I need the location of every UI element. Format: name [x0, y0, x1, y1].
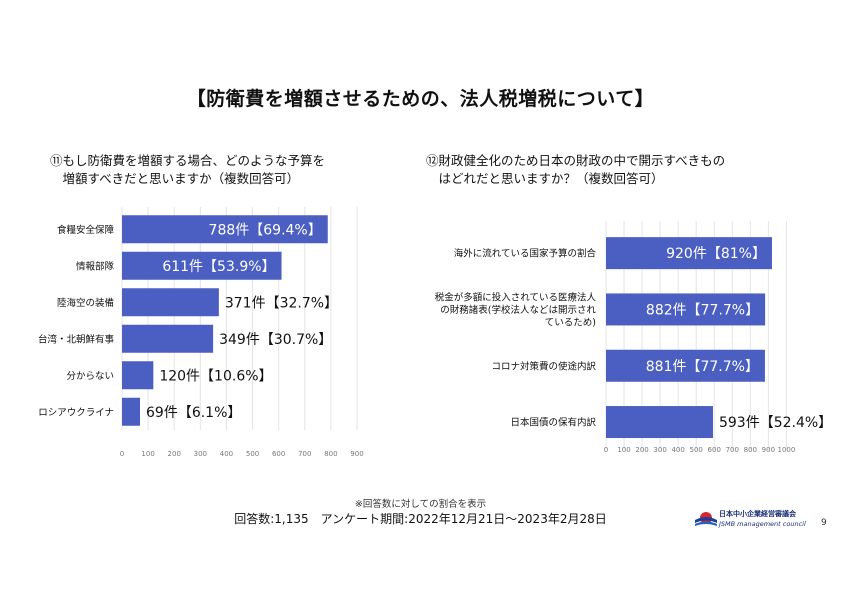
chart2-bar	[606, 349, 765, 382]
chart1-data-label: 611件【53.9%】	[162, 259, 275, 275]
chart1-x-tick-label: 500	[246, 450, 259, 458]
chart1-x-tick-label: 800	[324, 450, 337, 458]
chart1-category-label: ロシアウクライナ	[38, 407, 114, 418]
chart2-x-tick-label: 600	[708, 446, 721, 454]
chart1-bar	[122, 251, 282, 280]
chart1-data-label: 349件【30.7%】	[219, 332, 332, 348]
chart1-category-label: 分からない	[66, 371, 114, 382]
chart1-data-label: 69件【6.1%】	[146, 405, 241, 421]
chart2-x-tick-label: 200	[635, 446, 648, 454]
chart2-x-tick-label: 300	[653, 446, 666, 454]
page-title: 【防衛費を増額させるための、法人税増税について】	[186, 88, 655, 110]
question-2-text: ⑫財政健全化のため日本の財政の中で開示すべきもの はどれだと思いますか？（複数回…	[426, 153, 726, 186]
chart1-category-label: 食糧安全保障	[57, 224, 115, 236]
chart1-x-tick-label: 300	[194, 450, 207, 458]
chart1-x-tick-label: 400	[220, 450, 233, 458]
question-1-text: ⑪もし防衛費を増額する場合、どのような予算を 増額すべきだと思いますか（複数回答…	[50, 153, 326, 186]
chart2-x-tick-label: 1000	[777, 446, 795, 454]
sunrise-logo-icon	[695, 512, 717, 526]
logo-text-jp: 日本中小企業経営審議会	[719, 510, 796, 518]
chart1-data-label: 371件【32.7%】	[225, 295, 338, 311]
chart1-data-label: 788件【69.4%】	[209, 222, 322, 238]
chart1-x-tick-label: 600	[272, 450, 285, 458]
chart1-bar	[122, 288, 219, 317]
chart2-x-tick-label: 900	[762, 446, 775, 454]
chart2-x-tick-label: 800	[744, 446, 757, 454]
chart2-category-label: ているため)	[545, 317, 596, 328]
chart2-bar	[606, 293, 766, 326]
chart2-data-label: 881件【77.7%】	[646, 359, 759, 375]
chart2-category-label: 日本国債の保有内訳	[510, 417, 596, 429]
chart2-x-tick-label: 400	[671, 446, 684, 454]
chart2-bar	[606, 237, 772, 270]
chart2-data-label: 920件【81%】	[666, 246, 766, 262]
chart1-data-label: 120件【10.6%】	[159, 368, 272, 384]
chart1-category-label: 情報部隊	[76, 260, 115, 272]
chart1-x-tick-label: 900	[350, 450, 363, 458]
chart1-bar	[122, 324, 214, 353]
chart1-x-tick-label: 200	[168, 450, 181, 458]
logo-text-en: JSMB management council	[719, 520, 806, 528]
council-logo: 日本中小企業経営審議会 JSMB management council	[695, 508, 817, 532]
chart2-category-label: の財務諸表(学校法人などは開示され	[440, 304, 596, 316]
chart2-data-label: 882件【77.7%】	[646, 302, 759, 318]
chart2-x-tick-label: 500	[690, 446, 703, 454]
page-number: 9	[821, 518, 827, 528]
chart2-x-tick-label: 700	[726, 446, 739, 454]
footnote: ※回答数に対しての割合を表示	[354, 499, 487, 510]
chart1-category-label: 台湾・北朝鮮有事	[38, 333, 115, 345]
chart1-bar	[122, 215, 328, 244]
chart2-category-label: 海外に流れている国家予算の割合	[454, 248, 597, 260]
chart1-x-tick-label: 100	[141, 450, 154, 458]
chart1-x-tick-label: 0	[120, 450, 124, 458]
chart2-data-label: 593件【52.4%】	[719, 415, 832, 431]
chart2-category-label: コロナ対策費の使途内訳	[491, 360, 596, 372]
chart2-category-label: 税金が多額に投入されている医療法人	[435, 291, 597, 303]
chart1-bar	[122, 397, 141, 426]
respondents-info: 回答数:1,135 アンケート期間:2022年12月21日～2023年2月28日	[234, 512, 607, 526]
chart1-category-label: 陸海空の装備	[57, 297, 114, 309]
chart1-bar	[122, 361, 154, 390]
chart2-x-tick-label: 0	[604, 446, 608, 454]
chart1-x-tick-label: 700	[298, 450, 311, 458]
chart2-bar	[606, 406, 713, 439]
chart2-x-tick-label: 100	[617, 446, 630, 454]
